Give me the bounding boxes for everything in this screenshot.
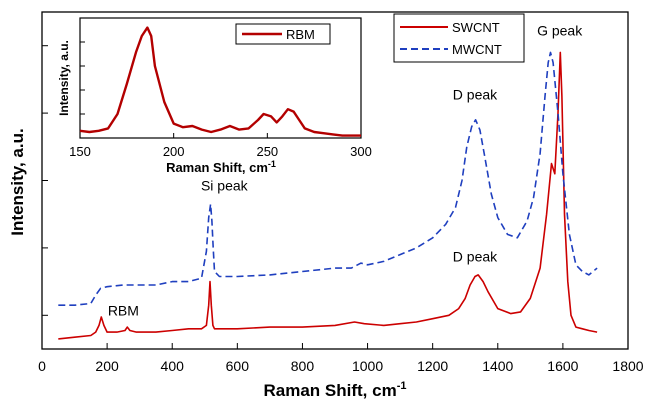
x-tick-label: 200 bbox=[95, 358, 119, 374]
x-tick-label: 400 bbox=[161, 358, 185, 374]
x-tick-label: 1000 bbox=[352, 358, 383, 374]
inset-y-axis-label: Intensity, a.u. bbox=[57, 40, 71, 116]
legend-label-swcnt: SWCNT bbox=[452, 20, 500, 35]
peak-annotation: D peak bbox=[453, 248, 498, 264]
x-tick-label: 1400 bbox=[482, 358, 513, 374]
inset-x-axis-label: Raman Shift, cm-1 bbox=[166, 159, 276, 175]
x-tick-label: 200 bbox=[163, 144, 185, 159]
x-tick-label: 800 bbox=[291, 358, 315, 374]
main-axis-ticks: 0 200 400 600 800 1000 1200 1400 1600 1800 bbox=[38, 45, 644, 374]
x-tick-label: 1200 bbox=[417, 358, 448, 374]
peak-annotation: D peak bbox=[453, 87, 498, 103]
x-tick-label: 1600 bbox=[547, 358, 578, 374]
inset-axis-ticks: 150 200 250 300 bbox=[69, 41, 372, 159]
inset-legend-box bbox=[235, 23, 331, 45]
main-legend: SWCNT MWCNT bbox=[393, 13, 525, 63]
series-line-swcnt bbox=[58, 51, 598, 340]
inset-legend: RBM bbox=[235, 23, 331, 45]
main-annotations: G peak D peak Si peak D peak RBM bbox=[108, 23, 583, 319]
series-line-mwcnt bbox=[58, 51, 598, 307]
series-line-rbm bbox=[79, 26, 361, 137]
x-tick-label: 0 bbox=[38, 358, 46, 374]
peak-annotation: RBM bbox=[108, 302, 139, 318]
inset-series-lines bbox=[79, 26, 361, 137]
main-series-lines bbox=[58, 51, 598, 340]
x-tick-label: 300 bbox=[350, 144, 372, 159]
x-tick-label: 250 bbox=[256, 144, 278, 159]
x-tick-label: 150 bbox=[69, 144, 91, 159]
peak-annotation: Si peak bbox=[201, 178, 249, 194]
main-y-axis-label: Intensity, a.u. bbox=[8, 128, 27, 235]
legend-label-rbm: RBM bbox=[286, 27, 315, 42]
x-tick-label: 1800 bbox=[612, 358, 643, 374]
x-tick-label: 600 bbox=[226, 358, 250, 374]
peak-annotation: G peak bbox=[537, 23, 583, 39]
legend-label-mwcnt: MWCNT bbox=[452, 42, 502, 57]
main-legend-box bbox=[393, 13, 525, 63]
main-x-axis-label: Raman Shift, cm-1 bbox=[264, 380, 407, 400]
